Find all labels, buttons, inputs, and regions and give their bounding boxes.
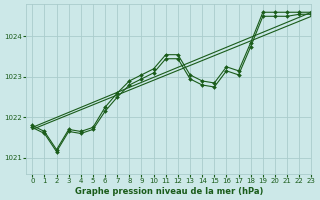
X-axis label: Graphe pression niveau de la mer (hPa): Graphe pression niveau de la mer (hPa) (75, 187, 263, 196)
